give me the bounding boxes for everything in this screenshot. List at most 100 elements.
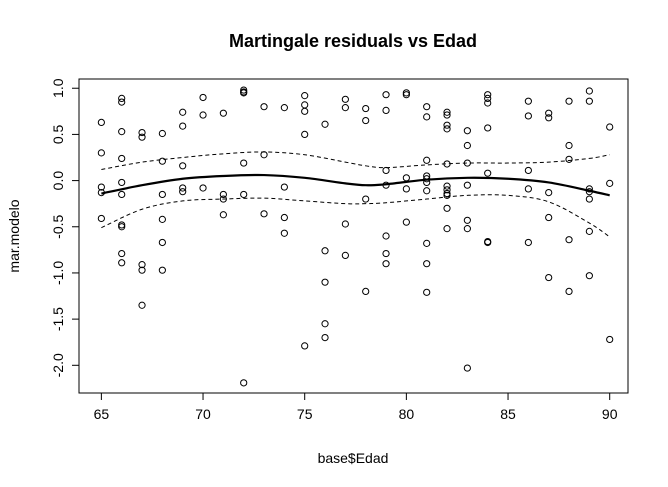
data-point [118,178,126,187]
data-point [565,141,573,150]
y-tick-label: 1.0 [50,78,66,98]
x-tick-label: 65 [94,406,110,422]
data-point [606,179,614,187]
data-point [158,238,166,247]
data-point [118,249,126,258]
data-points [97,86,614,387]
data-point [179,108,187,116]
y-tick-label: -1.5 [50,307,66,331]
data-point [341,220,349,228]
data-point [199,111,207,119]
data-point [463,159,471,167]
data-point [565,236,573,244]
data-point [402,174,410,182]
y-axis: -2.0 -1.5 -1.0 -0.5 0.0 0.5 1.0 [50,78,80,377]
data-point [240,379,248,387]
data-point [402,89,410,97]
data-point [321,278,329,286]
data-point [545,109,553,117]
y-tick-label: -2.0 [50,353,66,377]
data-point [138,266,146,274]
data-point [301,130,309,139]
data-point [443,125,451,133]
x-axis: 65 70 75 80 85 90 [94,392,618,422]
data-point [97,188,105,197]
data-point [280,229,288,237]
data-point [423,260,431,268]
data-point [138,301,146,309]
x-tick-label: 85 [500,406,516,422]
data-point [443,191,451,199]
data-point [463,364,471,372]
data-point [362,104,370,113]
data-point [199,93,207,102]
data-point [382,181,390,189]
data-point [118,221,126,229]
data-point [423,113,431,121]
data-point [118,154,126,163]
data-point [423,103,431,111]
data-point [484,94,492,102]
data-point [260,210,268,218]
data-point [321,120,329,128]
data-point [260,103,268,111]
data-point [382,166,390,175]
lower-band-line [101,194,610,238]
data-point [565,287,573,296]
x-axis-label: base$Edad [318,450,389,466]
data-point [402,218,410,226]
data-point [362,195,370,203]
data-point [179,184,187,192]
x-tick-label: 70 [195,406,211,422]
data-point [402,185,410,193]
x-tick-label: 80 [399,406,415,422]
data-point [585,227,593,235]
smooth-line [101,173,610,197]
data-point [240,190,248,199]
data-point [545,273,553,282]
data-point [199,184,207,192]
data-point [423,178,431,187]
data-point [545,213,553,222]
data-point [321,247,329,255]
data-point [301,107,309,115]
data-point [280,104,288,112]
data-point [179,188,187,196]
data-point [423,288,431,296]
data-point [585,185,593,193]
data-point [524,97,532,105]
data-point [484,169,492,177]
data-point [484,238,492,247]
data-point [158,157,166,165]
data-point [138,133,146,141]
data-point [280,213,288,222]
data-point [585,188,593,196]
data-point [179,122,187,130]
data-point [585,195,593,203]
data-point [97,149,105,157]
data-point [484,91,492,99]
data-point [443,182,451,190]
data-point [362,287,370,296]
plot-box [78,78,629,394]
data-point [565,97,573,105]
data-point [97,214,105,223]
data-point [341,251,349,259]
data-point [463,216,471,224]
data-point [524,166,532,175]
data-point [585,97,593,105]
data-point [179,162,187,170]
data-point [545,188,553,197]
y-tick-label: 0.0 [50,171,66,191]
data-point [382,91,390,99]
data-point [158,215,166,223]
data-point [382,260,390,268]
data-point [402,91,410,99]
data-point [484,124,492,132]
data-point [158,129,166,138]
data-point [443,111,451,119]
data-point [158,266,166,274]
data-point [382,249,390,258]
confidence-band [101,151,610,238]
data-point [463,141,471,150]
